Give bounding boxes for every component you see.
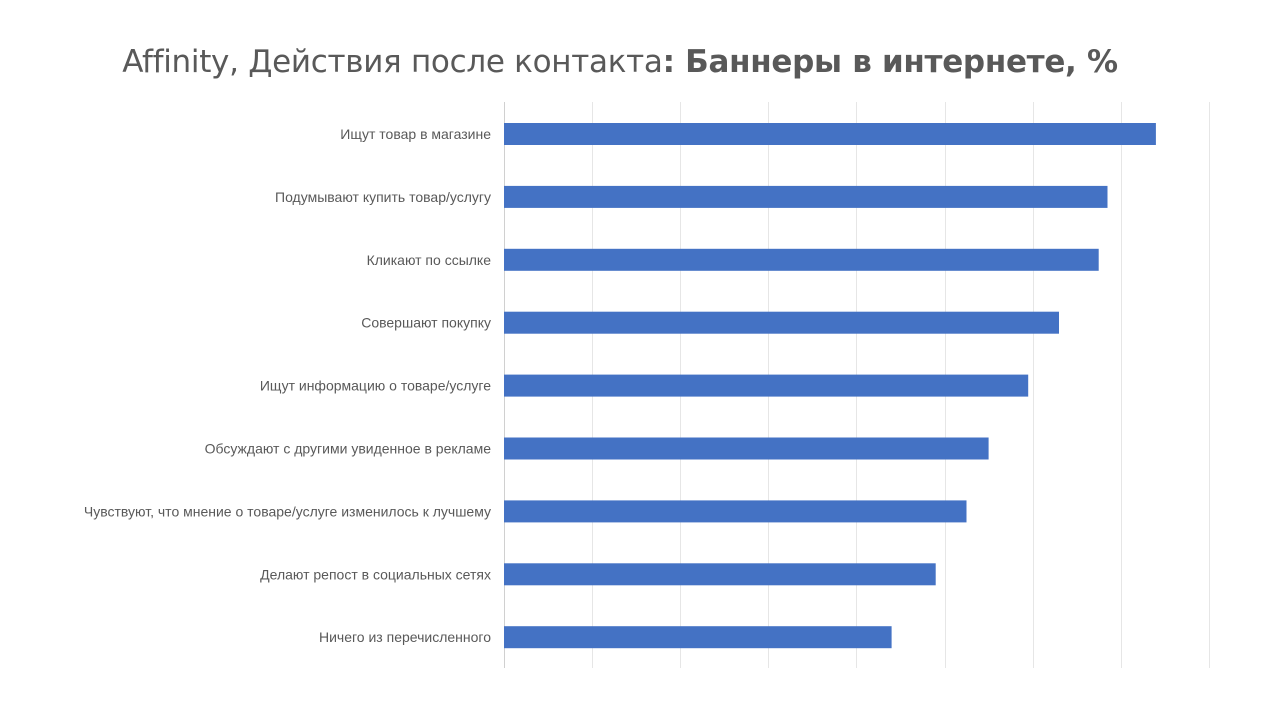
- bar: [504, 185, 1108, 208]
- bar: [504, 311, 1059, 334]
- category-label: Ищут информацию о товаре/услуге: [260, 378, 491, 394]
- bar: [504, 563, 936, 586]
- bar: [504, 374, 1029, 397]
- bar: [504, 626, 892, 649]
- bar: [504, 437, 989, 460]
- category-label: Обсуждают с другими увиденное в рекламе: [205, 441, 492, 457]
- category-label: Чувствуют, что мнение о товаре/услуге из…: [84, 503, 491, 519]
- category-label: Подумывают купить товар/услугу: [275, 189, 491, 205]
- category-label: Ничего из перечисленного: [319, 629, 491, 645]
- category-label: Делают репост в социальных сетях: [260, 566, 491, 582]
- chart-title: Affinity, Действия после контакта: Банне…: [0, 44, 1240, 80]
- bar: [504, 123, 1156, 145]
- chart-title-bold: : Баннеры в интернете, %: [662, 44, 1119, 80]
- chart-title-regular: Affinity, Действия после контакта: [122, 44, 663, 80]
- category-label: Кликают по ссылке: [367, 252, 492, 268]
- category-label: Совершают покупку: [361, 315, 491, 331]
- bar: [504, 248, 1099, 271]
- category-label: Ищут товар в магазине: [340, 126, 491, 142]
- bar: [504, 500, 967, 523]
